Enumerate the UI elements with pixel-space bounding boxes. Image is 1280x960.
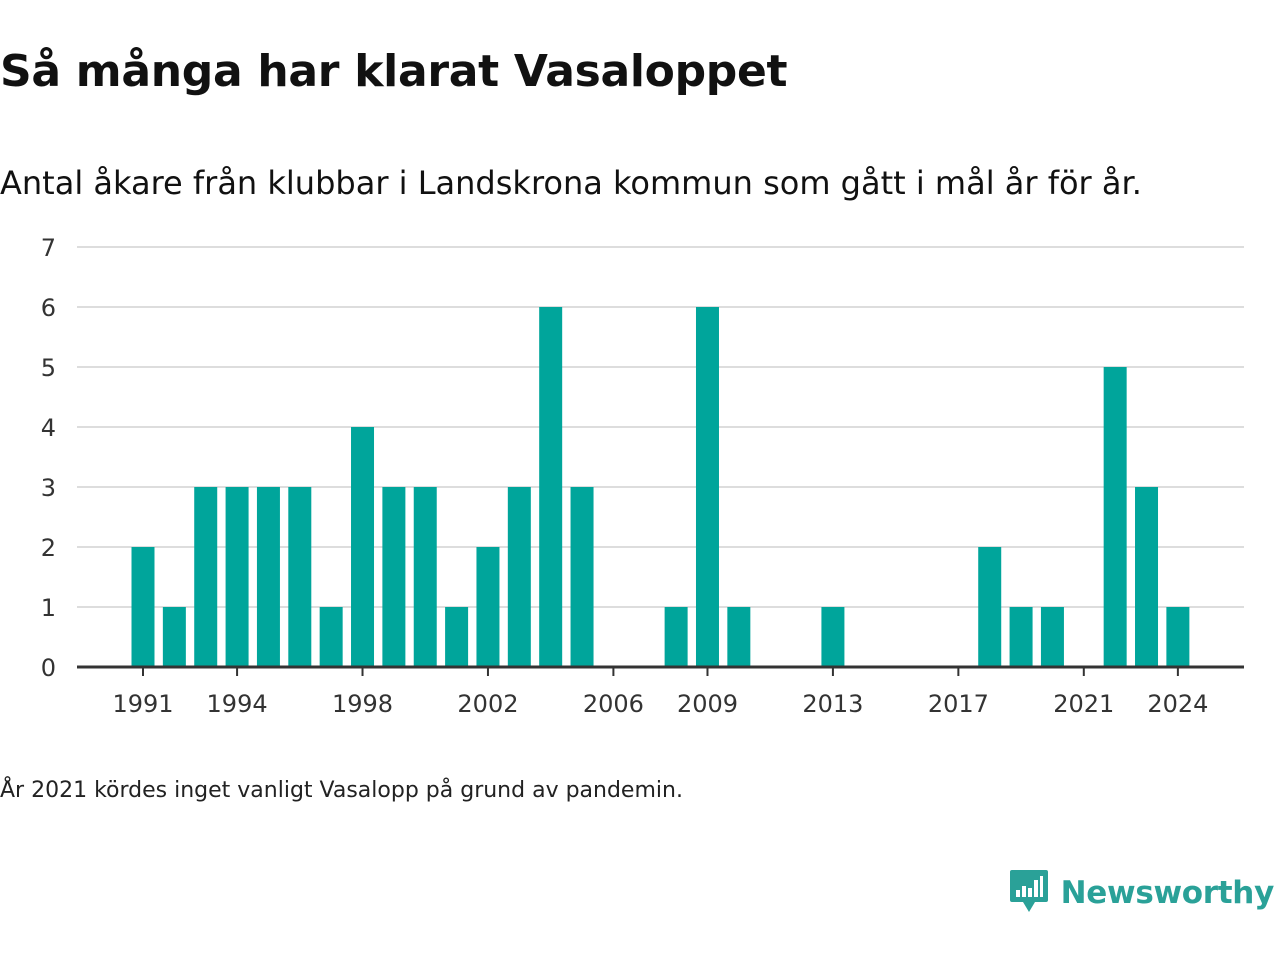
bar [978, 547, 1002, 667]
x-tick-label: 2002 [457, 690, 518, 718]
bar [194, 487, 218, 667]
bar [664, 607, 688, 667]
bar [1040, 607, 1064, 667]
x-tick-label: 2009 [677, 690, 738, 718]
newsworthy-logo-icon [1009, 868, 1049, 918]
bar [570, 487, 594, 667]
y-tick-label: 5 [41, 354, 56, 382]
chart-area: 0 1 2 3 4 5 6 7 1991 1994 1998 2002 2006 2009 2013 201… [0, 225, 1280, 730]
bar [1135, 487, 1159, 667]
footnote: År 2021 kördes inget vanligt Vasalopp på… [0, 778, 683, 803]
bar [1166, 607, 1190, 667]
bar [695, 307, 719, 667]
x-tick-label: 1998 [332, 690, 393, 718]
bar [821, 607, 845, 667]
bar [351, 427, 375, 667]
brand-name: Newsworthy [1060, 875, 1275, 911]
y-tick-label: 3 [41, 474, 56, 502]
bar [225, 487, 249, 667]
bar [288, 487, 312, 667]
y-tick-label: 2 [41, 534, 56, 562]
y-tick-label: 6 [41, 294, 56, 322]
gridlines [77, 246, 1244, 608]
y-axis-ticks: 0 1 2 3 4 5 6 7 [41, 234, 56, 682]
x-tick-label: 2013 [802, 690, 863, 718]
bar [131, 547, 155, 667]
bar [1103, 367, 1127, 667]
bar [319, 607, 343, 667]
y-tick-label: 1 [41, 594, 56, 622]
x-tick-label: 1994 [207, 690, 268, 718]
x-tick-label: 2017 [928, 690, 989, 718]
y-tick-label: 4 [41, 414, 56, 442]
x-tick-label: 1991 [112, 690, 173, 718]
bar [507, 487, 531, 667]
bar-chart: 0 1 2 3 4 5 6 7 1991 1994 1998 2002 2006 2009 2013 201… [41, 234, 1244, 718]
bar [413, 487, 437, 667]
y-tick-label: 7 [41, 234, 56, 262]
bar [256, 487, 280, 667]
bar [539, 307, 563, 667]
bar [1009, 607, 1033, 667]
bars [131, 307, 1190, 667]
bar [476, 547, 500, 667]
bar [727, 607, 751, 667]
bar [445, 607, 469, 667]
x-tick-label: 2021 [1053, 690, 1114, 718]
x-tick-label: 2006 [583, 690, 644, 718]
chart-title: Så många har klarat Vasaloppet [0, 46, 788, 97]
bar [382, 487, 406, 667]
x-tick-label: 2024 [1147, 690, 1208, 718]
brand-logo: Newsworthy [1009, 868, 1274, 918]
bar [162, 607, 186, 667]
x-axis-ticks: 1991 1994 1998 2002 2006 2009 2013 2017 2021 2024 [112, 667, 1208, 718]
chart-subtitle: Antal åkare från klubbar i Landskrona ko… [0, 164, 1142, 202]
y-tick-label: 0 [41, 654, 56, 682]
